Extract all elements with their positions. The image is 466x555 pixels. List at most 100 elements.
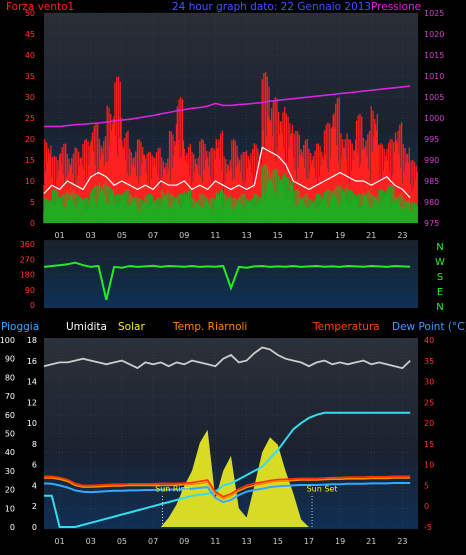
humidity-legend: Umidita (66, 321, 107, 333)
xtick-label: 21 (366, 537, 376, 546)
xtick-label: 19 (335, 537, 345, 546)
dewpoint-line (43, 482, 411, 504)
temp-riarnoli-legend: Temp. Riarnoli (173, 321, 248, 333)
temp-tick-label: 10 (424, 461, 434, 470)
xtick-label: 23 (397, 537, 407, 546)
xtick-label: 03 (86, 231, 96, 240)
wind-direction-line (43, 261, 411, 301)
xtick-label: 07 (148, 231, 158, 240)
rain-tick-label: 12 (27, 398, 37, 407)
y2tick-label: 1025 (424, 9, 444, 18)
y2tick-label: 990 (424, 156, 439, 165)
gust-line (43, 146, 411, 199)
xtick-label: 23 (397, 231, 407, 240)
compass-letter-w: W (435, 257, 445, 268)
y2tick-label: 975 (424, 219, 439, 228)
xtick-label: 17 (304, 231, 314, 240)
ytick-label: 270 (20, 255, 35, 264)
rain-tick-label: 4 (32, 481, 37, 490)
humidity-line (43, 346, 411, 370)
humidity-tick-label: 0 (10, 523, 15, 532)
y2tick-label: 1020 (424, 30, 444, 39)
temp-tick-label: 40 (424, 336, 434, 345)
xtick-label: 11 (210, 231, 220, 240)
rain-tick-label: 6 (32, 461, 37, 470)
temp-tick-label: 20 (424, 419, 434, 428)
compass-letter-s: S (437, 272, 443, 283)
humidity-tick-label: 60 (5, 411, 15, 420)
ytick-label: 25 (25, 114, 35, 123)
solar-area (44, 429, 418, 527)
y2tick-label: 1010 (424, 72, 444, 81)
wind-axis-title: Forza vento1 (6, 1, 75, 13)
ytick-label: 45 (25, 30, 35, 39)
xtick-label: 13 (241, 537, 251, 546)
compass-letter-n: N (436, 302, 443, 313)
ytick-label: 180 (20, 271, 35, 280)
ytick-label: 0 (30, 301, 35, 310)
humidity-tick-label: 70 (5, 392, 15, 401)
compass-letter-n: N (436, 242, 443, 253)
temp-tick-label: -5 (424, 523, 432, 532)
xtick-label: 07 (148, 537, 158, 546)
temperature-legend: Temperatura (313, 321, 380, 333)
xtick-label: 13 (241, 231, 251, 240)
y2tick-label: 1015 (424, 51, 444, 60)
rain-tick-label: 16 (27, 357, 37, 366)
ytick-label: 30 (25, 93, 35, 102)
humidity-tick-label: 30 (5, 467, 15, 476)
xtick-label: 09 (179, 537, 189, 546)
xtick-label: 03 (86, 537, 96, 546)
pressure-axis-title: Pressione (371, 1, 422, 13)
xtick-label: 11 (210, 537, 220, 546)
xtick-label: 05 (117, 231, 127, 240)
humidity-tick-label: 100 (0, 336, 15, 345)
temp-tick-label: 15 (424, 440, 434, 449)
ytick-label: 35 (25, 72, 35, 81)
rain-tick-label: 14 (27, 378, 37, 387)
humidity-tick-label: 40 (5, 448, 15, 457)
rain-axis-title: Pioggia (1, 321, 40, 333)
temp-tick-label: 0 (424, 502, 429, 511)
y2tick-label: 985 (424, 177, 439, 186)
chart-title: 24 hour graph dato: 22 Gennaio 2013 (172, 1, 372, 13)
y2tick-label: 995 (424, 135, 439, 144)
rain-tick-label: 8 (32, 440, 37, 449)
xtick-label: 05 (117, 537, 127, 546)
y2tick-label: 1000 (424, 114, 444, 123)
solar-legend: Solar (118, 321, 145, 333)
ytick-label: 5 (30, 198, 35, 207)
temp-tick-label: 35 (424, 357, 434, 366)
ytick-label: 20 (25, 135, 35, 144)
ytick-label: 40 (25, 51, 35, 60)
ytick-label: 90 (25, 286, 35, 295)
ytick-label: 0 (30, 219, 35, 228)
ytick-label: 360 (20, 240, 35, 249)
temp-riarnoli-line (44, 477, 411, 500)
rain-tick-label: 0 (32, 523, 37, 532)
sun-annotation: Sun Set (307, 485, 338, 494)
rain-tick-label: 10 (27, 419, 37, 428)
xtick-label: 15 (273, 231, 283, 240)
xtick-label: 15 (273, 537, 283, 546)
xtick-label: 01 (54, 537, 64, 546)
temp-tick-label: 5 (424, 481, 429, 490)
humidity-tick-label: 20 (5, 486, 15, 495)
temp-tick-label: 25 (424, 398, 434, 407)
compass-letter-e: E (437, 287, 443, 298)
humidity-tick-label: 80 (5, 373, 15, 382)
xtick-label: 01 (54, 231, 64, 240)
ytick-label: 15 (25, 156, 35, 165)
temperature-line (44, 475, 411, 498)
humidity-tick-label: 10 (5, 504, 15, 513)
rain-tick-label: 2 (32, 502, 37, 511)
rain-tick-label: 18 (27, 336, 37, 345)
y2tick-label: 980 (424, 198, 439, 207)
xtick-label: 09 (179, 231, 189, 240)
humidity-tick-label: 50 (5, 430, 15, 439)
wind-avg-series (43, 164, 418, 223)
pressure-line (44, 85, 411, 128)
xtick-label: 21 (366, 231, 376, 240)
sun-annotation: Sun Rise (155, 485, 190, 494)
